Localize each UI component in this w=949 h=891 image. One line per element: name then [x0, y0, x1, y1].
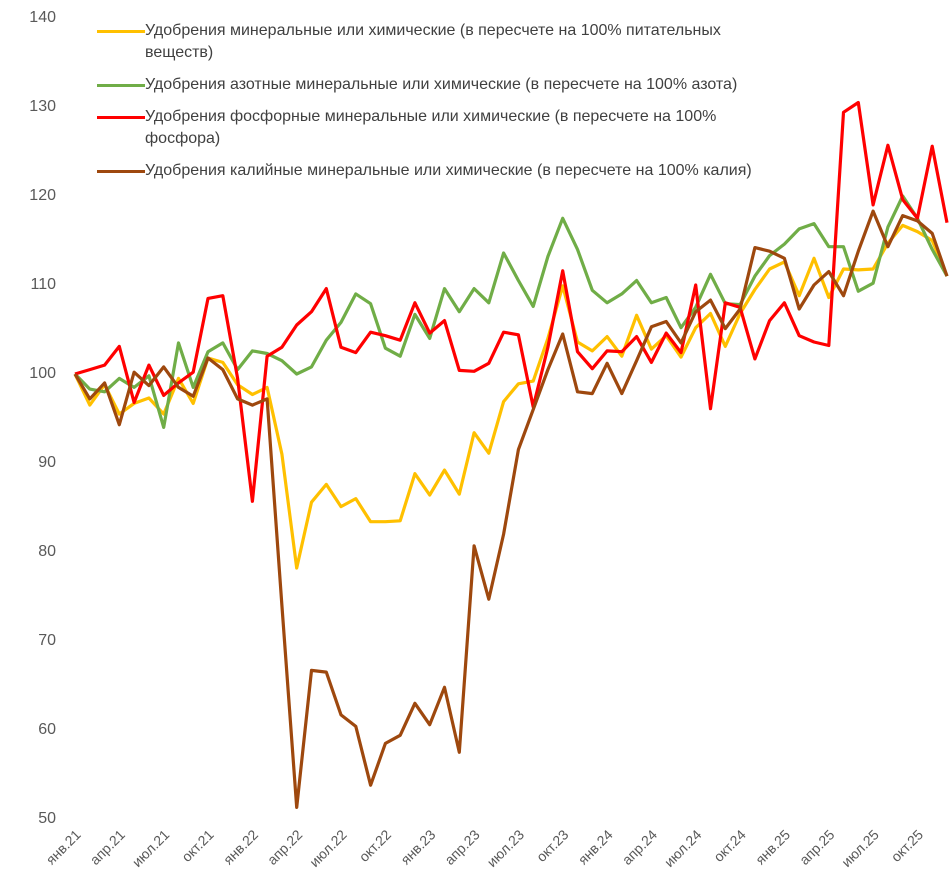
legend-label: Удобрения фосфорные минеральные или хими… — [145, 108, 717, 147]
x-tick-label: апр.23 — [441, 826, 483, 868]
x-tick-label: окт.21 — [178, 826, 217, 865]
legend-swatch — [97, 84, 145, 87]
series-line — [73, 209, 949, 810]
legend-label: Удобрения азотные минеральные или химиче… — [145, 76, 738, 93]
x-tick-label: апр.22 — [264, 826, 306, 868]
legend-swatch — [97, 30, 145, 33]
x-tick-label: янв.23 — [397, 826, 438, 867]
x-tick-label: янв.22 — [220, 826, 261, 867]
series-line — [73, 223, 949, 570]
y-tick-label: 50 — [38, 810, 56, 827]
x-tick-label: янв.25 — [752, 826, 793, 867]
x-tick-label: апр.24 — [619, 826, 661, 868]
x-tick-label: апр.25 — [796, 826, 838, 868]
y-tick-label: 110 — [30, 276, 56, 293]
legend-label: Удобрения минеральные или химические (в … — [145, 22, 721, 61]
series-line — [74, 100, 949, 503]
legend-entry: Удобрения калийные минеральные или химич… — [97, 160, 757, 182]
legend-entry: Удобрения азотные минеральные или химиче… — [97, 74, 757, 96]
x-tick-label: окт.23 — [533, 826, 572, 865]
y-tick-label: 100 — [29, 365, 56, 382]
legend: Удобрения минеральные или химические (в … — [97, 20, 757, 192]
y-tick-label: 130 — [29, 98, 56, 115]
x-tick-label: июл.24 — [661, 826, 705, 870]
legend-swatch — [97, 116, 145, 119]
x-tick-label: июл.21 — [129, 826, 173, 870]
x-tick-label: окт.25 — [888, 826, 927, 865]
legend-label: Удобрения калийные минеральные или химич… — [145, 162, 752, 179]
y-tick-label: 60 — [38, 721, 56, 738]
legend-entry: Удобрения минеральные или химические (в … — [97, 20, 757, 64]
y-tick-label: 140 — [29, 9, 56, 26]
x-tick-label: июл.23 — [484, 826, 528, 870]
x-tick-label: окт.22 — [356, 826, 395, 865]
x-tick-label: янв.21 — [43, 826, 84, 867]
x-tick-label: июл.22 — [306, 826, 350, 870]
series-line — [73, 194, 949, 429]
y-tick-label: 120 — [29, 187, 56, 204]
y-tick-label: 80 — [38, 543, 56, 560]
legend-swatch — [97, 170, 145, 173]
legend-entry: Удобрения фосфорные минеральные или хими… — [97, 106, 757, 150]
y-tick-label: 90 — [38, 454, 56, 471]
x-tick-label: янв.24 — [575, 826, 616, 867]
y-tick-label: 70 — [38, 632, 56, 649]
x-tick-label: июл.25 — [838, 826, 882, 870]
x-tick-label: апр.21 — [87, 826, 129, 868]
x-tick-label: окт.24 — [710, 826, 749, 865]
